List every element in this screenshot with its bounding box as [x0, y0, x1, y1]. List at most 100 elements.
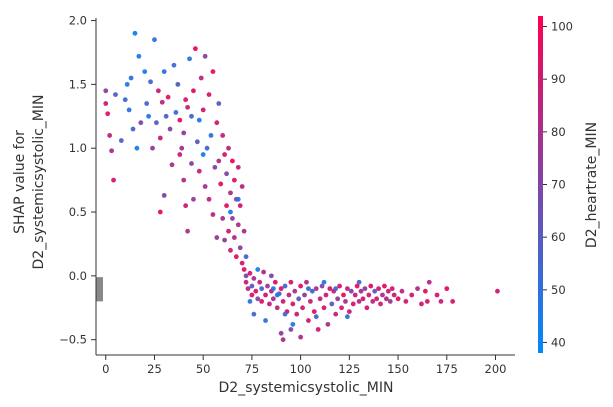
data-point — [136, 53, 142, 59]
data-point — [222, 152, 228, 157]
data-point — [241, 228, 247, 234]
colorbar-ticks: 40 50 60 70 80 90 100 — [543, 20, 573, 349]
data-point — [189, 161, 194, 166]
data-point — [159, 99, 165, 105]
data-point — [300, 305, 305, 311]
data-point — [228, 190, 233, 196]
colorbar-tick: 40 — [543, 335, 566, 349]
data-point — [237, 245, 243, 251]
data-point — [224, 203, 229, 209]
data-point — [438, 298, 444, 304]
data-point — [389, 286, 395, 292]
data-point — [307, 298, 313, 304]
data-point — [210, 69, 216, 75]
data-point — [196, 117, 202, 123]
data-point — [321, 305, 327, 311]
data-point — [243, 254, 249, 260]
data-point — [247, 270, 253, 276]
colorbar-gradient — [538, 16, 543, 353]
colorbar-tick-label: 70 — [551, 178, 566, 192]
data-point — [124, 81, 130, 87]
data-point — [329, 301, 335, 307]
data-point — [422, 288, 428, 294]
data-point — [327, 286, 333, 292]
data-point — [270, 286, 276, 292]
data-point — [118, 138, 124, 143]
data-point — [360, 296, 366, 302]
data-point — [282, 311, 288, 317]
data-point — [372, 288, 378, 294]
data-point — [343, 298, 348, 304]
data-point — [255, 296, 261, 302]
data-point — [395, 296, 401, 302]
data-point — [206, 92, 212, 97]
data-point — [380, 292, 385, 298]
data-point — [306, 286, 311, 292]
colorbar-tick: 90 — [543, 72, 566, 86]
data-point — [345, 314, 350, 320]
scatter-points — [103, 30, 500, 343]
data-point — [228, 209, 233, 215]
data-point — [206, 196, 212, 202]
y-tick-label: 2.0 — [69, 14, 87, 28]
colorbar-tick-label: 90 — [551, 72, 566, 86]
data-point — [132, 30, 138, 36]
x-tick: 0 — [102, 355, 109, 376]
data-point — [220, 216, 226, 221]
data-point — [325, 321, 331, 327]
data-point — [309, 288, 315, 294]
data-point — [161, 69, 167, 75]
colorbar-tick-label: 50 — [551, 283, 566, 297]
data-point — [424, 298, 430, 304]
data-point — [356, 298, 362, 304]
data-point — [235, 196, 241, 202]
data-point — [278, 330, 284, 336]
y-tick: 1.5 — [69, 77, 96, 91]
y-tick-label: 0.5 — [69, 205, 87, 219]
x-tick: 150 — [387, 355, 409, 376]
data-point — [243, 279, 249, 285]
data-point — [321, 279, 327, 285]
data-point — [226, 228, 231, 234]
data-point — [245, 286, 251, 292]
data-point — [263, 318, 268, 323]
data-point — [366, 292, 372, 298]
data-point — [191, 196, 196, 202]
data-point — [399, 288, 405, 294]
data-point — [185, 228, 190, 234]
data-point — [177, 117, 183, 123]
data-point — [270, 296, 276, 302]
data-point — [220, 133, 226, 138]
colorbar-tick-label: 100 — [551, 20, 573, 34]
data-point — [415, 286, 420, 292]
data-point — [214, 235, 220, 240]
colorbar-tick: 70 — [543, 178, 566, 192]
y-axis-label-line2: D2_systemicsystolic_MIN — [31, 95, 47, 270]
data-point — [161, 193, 167, 198]
data-point — [152, 37, 157, 43]
x-axis-ticks: 0 25 50 75 100 125 150 175 200 — [102, 355, 506, 376]
data-point — [243, 273, 249, 279]
data-point — [249, 283, 255, 289]
data-point — [280, 337, 286, 343]
colorbar-label: D2_heartrate_MIN — [584, 122, 600, 248]
data-point — [202, 184, 208, 189]
data-point — [181, 130, 187, 136]
y-axis-ticks: −0.5 0.0 0.5 1.0 1.5 2.0 — [59, 14, 96, 347]
x-tick: 125 — [338, 355, 360, 376]
data-point — [259, 298, 265, 304]
data-point — [233, 254, 239, 260]
data-point — [374, 296, 380, 302]
data-point — [385, 288, 391, 294]
data-point — [173, 110, 179, 115]
x-tick: 25 — [147, 355, 162, 376]
colorbar-tick: 80 — [543, 125, 566, 139]
data-point — [317, 296, 323, 302]
data-point — [313, 286, 319, 292]
data-point — [362, 286, 368, 292]
data-point — [333, 311, 339, 317]
data-point — [272, 279, 278, 285]
data-point — [368, 283, 374, 289]
data-point — [146, 113, 152, 119]
y-tick: 2.0 — [69, 14, 96, 28]
